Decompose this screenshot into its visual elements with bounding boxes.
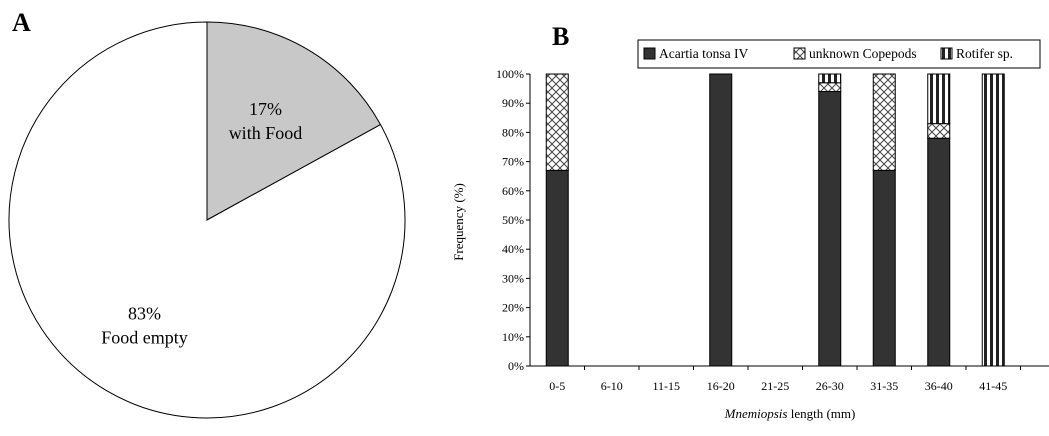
y-tick-label: 20% bbox=[502, 301, 524, 315]
y-tick-label: 90% bbox=[502, 96, 524, 110]
bar-segment-0-5-acartia-tonsa-iv bbox=[545, 169, 569, 367]
stacked-bar-chart: Acartia tonsa IV unknown Copepods Rotife… bbox=[451, 39, 1049, 421]
y-tick-label: 30% bbox=[502, 271, 524, 285]
legend-label-rotifer: Rotifer sp. bbox=[956, 46, 1013, 61]
x-tick-label-6-10: 6-10 bbox=[601, 379, 623, 393]
x-tick-label-16-20: 16-20 bbox=[707, 379, 735, 393]
pie-chart: 17% with Food 83% Food empty bbox=[8, 21, 406, 419]
x-tick-label-21-25: 21-25 bbox=[761, 379, 789, 393]
bar-segment-31-35-unknown-copepods bbox=[872, 73, 896, 171]
bar-segment-26-30-unknown-copepods bbox=[818, 82, 842, 93]
y-tick-label: 100% bbox=[496, 67, 524, 81]
x-axis-title-italic: Mnemiopsis bbox=[724, 406, 788, 421]
y-axis-ticks: 0% 10% 20% 30% 40% 50% 60% 70% 80% 90% 100% bbox=[496, 67, 530, 373]
pie-percent-with-food: 17% bbox=[249, 99, 282, 119]
y-tick-label: 60% bbox=[502, 184, 524, 198]
x-tick-label-36-40: 36-40 bbox=[925, 379, 953, 393]
legend-swatch-acartia bbox=[643, 47, 656, 60]
bar-segment-41-45-rotifer-sp- bbox=[981, 73, 1005, 367]
y-tick-label: 80% bbox=[502, 125, 524, 139]
panel-label-a: A bbox=[12, 8, 31, 37]
legend: Acartia tonsa IV unknown Copepods Rotife… bbox=[637, 39, 1041, 69]
bar-segment-16-20-acartia-tonsa-iv bbox=[709, 73, 733, 367]
bar-segment-31-35-acartia-tonsa-iv bbox=[872, 169, 896, 367]
bar-segment-36-40-rotifer-sp- bbox=[927, 73, 951, 125]
y-axis-title: Frequency (%) bbox=[451, 183, 466, 261]
x-tick-label-11-15: 11-15 bbox=[652, 379, 680, 393]
bar-segment-26-30-acartia-tonsa-iv bbox=[818, 91, 842, 367]
pie-slice-with-food bbox=[206, 21, 382, 221]
y-tick-label: 0% bbox=[508, 359, 524, 373]
x-axis-ticks: 0-5 6-10 11-15 16-20 21-25 26-30 31-35 36-40 41-… bbox=[549, 366, 1021, 393]
panel-label-b: B bbox=[552, 22, 570, 51]
pie-label-food-empty: Food empty bbox=[101, 328, 188, 348]
legend-label-acartia: Acartia tonsa IV bbox=[659, 46, 748, 61]
x-tick-label-31-35: 31-35 bbox=[870, 379, 898, 393]
x-axis-title-rest: length (mm) bbox=[787, 406, 855, 421]
x-tick-label-0-5: 0-5 bbox=[549, 379, 565, 393]
legend-label-copepods: unknown Copepods bbox=[809, 46, 917, 61]
bar-segment-26-30-rotifer-sp- bbox=[818, 73, 842, 84]
y-tick-label: 50% bbox=[502, 213, 524, 227]
x-tick-label-41-45: 41-45 bbox=[979, 379, 1007, 393]
pie-slice-food-empty bbox=[8, 21, 406, 419]
legend-swatch-copepods bbox=[793, 47, 806, 60]
x-axis-title: Mnemiopsis length (mm) bbox=[724, 406, 856, 421]
pie-label-with-food: with Food bbox=[229, 123, 303, 143]
y-tick-label: 10% bbox=[502, 330, 524, 344]
bar-segment-36-40-acartia-tonsa-iv bbox=[927, 137, 951, 367]
y-tick-label: 70% bbox=[502, 155, 524, 169]
bar-segment-36-40-unknown-copepods bbox=[927, 123, 951, 139]
pie-percent-food-empty: 83% bbox=[128, 304, 161, 324]
x-tick-label-26-30: 26-30 bbox=[816, 379, 844, 393]
bar-segment-0-5-unknown-copepods bbox=[545, 73, 569, 171]
legend-swatch-rotifer bbox=[940, 47, 953, 60]
legend-box bbox=[637, 39, 1041, 69]
bars bbox=[545, 73, 1005, 367]
y-tick-label: 40% bbox=[502, 242, 524, 256]
